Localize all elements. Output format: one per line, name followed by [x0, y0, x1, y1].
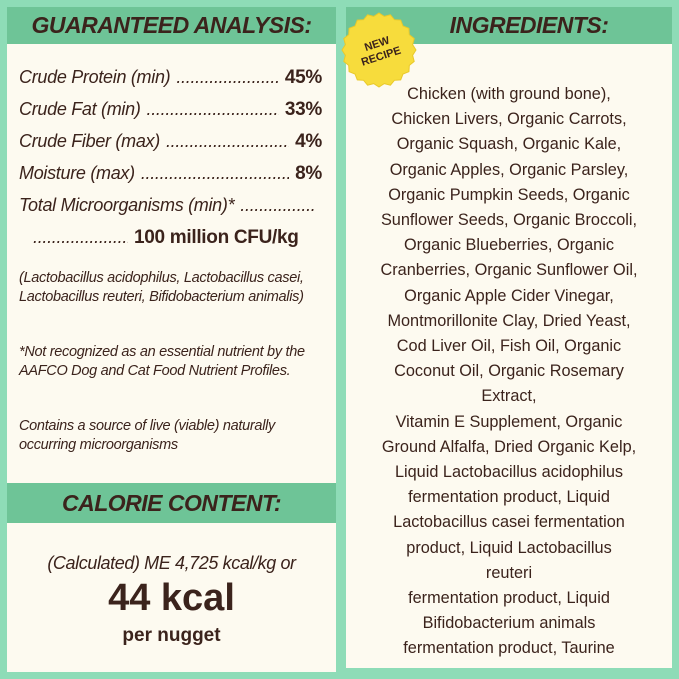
- leader-dots: ........................................…: [33, 227, 128, 247]
- analysis-row: Crude Protein (min).....................…: [19, 67, 322, 89]
- analysis-label: Crude Protein (min): [19, 67, 171, 87]
- analysis-label: Crude Fat (min): [19, 99, 141, 119]
- analysis-row: Total Microorganisms (min)*.............…: [19, 195, 322, 216]
- analysis-row: Moisture (max)..........................…: [19, 163, 322, 185]
- ingredient-line: Extract,: [481, 387, 537, 406]
- ingredient-line: reuteri: [485, 563, 533, 582]
- new-recipe-badge: NEW RECIPE: [341, 12, 417, 88]
- leader-dots: ........................................…: [146, 99, 279, 119]
- analysis-row: Crude Fat (min).........................…: [19, 99, 322, 121]
- leader-dots: ........................................…: [176, 67, 279, 87]
- live-culture-note: Contains a source of live (viable) natur…: [19, 418, 275, 453]
- analysis-value: 33%: [284, 99, 322, 120]
- leader-dots: ........................................…: [165, 131, 289, 151]
- ingredient-line: Vitamin E Supplement, Organic: [395, 412, 623, 431]
- ingredient-line: Organic Blueberries, Organic: [404, 236, 614, 255]
- ingredient-line: Montmorillonite Clay, Dried Yeast,: [387, 311, 631, 330]
- analysis-label: Crude Fiber (max): [19, 131, 160, 151]
- calorie-per-nugget: per nugget: [122, 625, 221, 646]
- ingredient-line: product, Liquid Lactobacillus: [406, 538, 612, 557]
- calorie-content-header: CALORIE CONTENT:: [7, 483, 336, 523]
- ingredient-line: fermentation product, Liquid: [408, 488, 610, 507]
- ingredients-list: Chicken (with ground bone), Chicken Liver…: [346, 82, 672, 662]
- ingredient-line: Coconut Oil, Organic Rosemary: [394, 362, 624, 381]
- aafco-note: *Not recognized as an essential nutrient…: [19, 344, 305, 379]
- ingredient-line: Cod Liver Oil, Fish Oil, Organic: [396, 337, 622, 356]
- analysis-value: 4%: [295, 131, 322, 152]
- microorganism-list: (Lactobacillus acidophilus, Lactobacillu…: [19, 270, 304, 305]
- analysis-label: Moisture (max): [19, 163, 135, 183]
- calorie-calculated: (Calculated) ME 4,725 kcal/kg or: [47, 553, 296, 573]
- ingredient-line: Chicken (with ground bone),: [407, 85, 611, 103]
- analysis-value: 45%: [284, 67, 322, 88]
- ingredient-line: fermentation product, Taurine: [403, 639, 615, 658]
- calorie-big: 44 kcal: [108, 577, 235, 619]
- ingredient-line: Lactobacillus casei fermentation: [393, 513, 625, 532]
- ingredient-line: Liquid Lactobacillus acidophilus: [394, 463, 624, 482]
- analysis-row: ........................................…: [27, 227, 322, 249]
- ingredient-line: Cranberries, Organic Sunflower Oil,: [380, 261, 638, 280]
- leader-dots: ........................................…: [240, 195, 316, 215]
- ingredient-line: Chicken Livers, Organic Carrots,: [391, 110, 627, 129]
- ingredient-line: Bifidobacterium animals: [422, 614, 596, 633]
- analysis-value: 8%: [295, 163, 322, 184]
- guaranteed-analysis-panel: GUARANTEED ANALYSIS: Crude Protein (min)…: [7, 7, 336, 672]
- ingredient-line: Organic Apple Cider Vinegar,: [404, 286, 614, 305]
- ingredient-line: fermentation product, Liquid: [408, 589, 610, 608]
- ingredient-line: Ground Alfalfa, Dried Organic Kelp,: [381, 437, 637, 456]
- ingredient-line: Sunflower Seeds, Organic Broccoli,: [380, 211, 638, 230]
- ingredient-line: Organic Apples, Organic Parsley,: [389, 160, 629, 179]
- analysis-value: 100 million CFU/kg: [134, 227, 299, 248]
- ingredients-panel: INGREDIENTS: Chicken (with ground bone),…: [346, 7, 672, 668]
- analysis-row: Crude Fiber (max).......................…: [19, 131, 322, 153]
- leader-dots: ........................................…: [140, 163, 289, 183]
- analysis-label: Total Microorganisms (min)*: [19, 195, 235, 215]
- ingredient-line: Organic Pumpkin Seeds, Organic: [388, 185, 630, 204]
- ingredient-line: Organic Squash, Organic Kale,: [396, 135, 622, 154]
- guaranteed-analysis-header: GUARANTEED ANALYSIS:: [7, 7, 336, 44]
